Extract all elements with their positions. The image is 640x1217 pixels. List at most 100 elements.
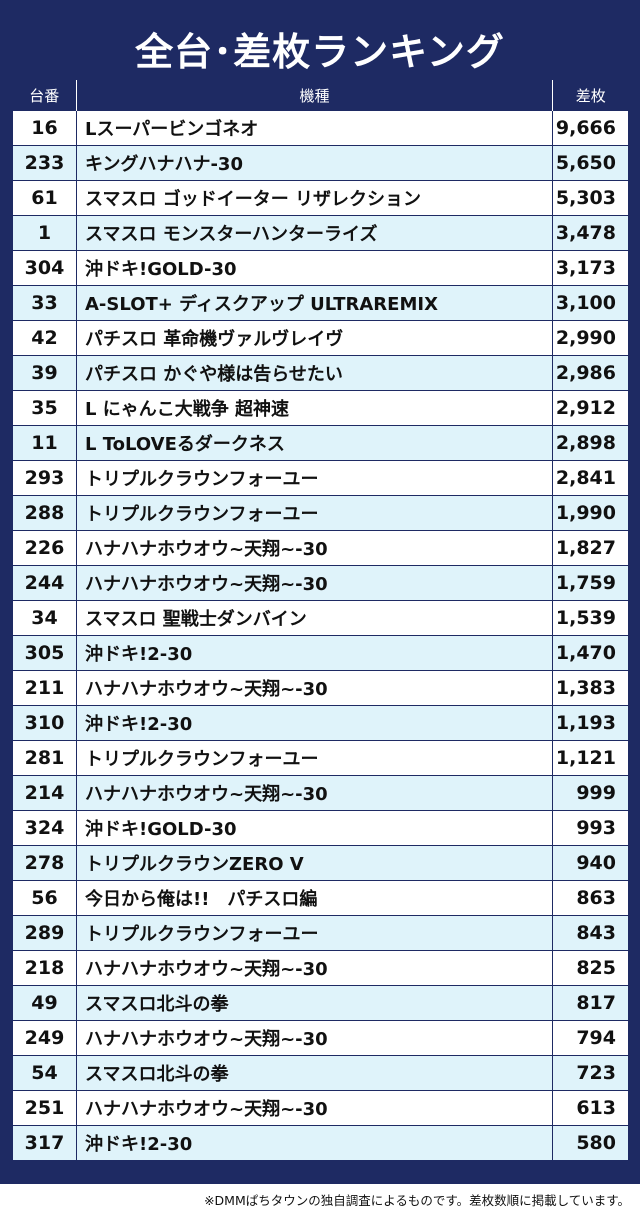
machine-number-cell: 56	[12, 880, 77, 916]
coin-difference-cell: 999	[552, 775, 629, 811]
machine-number-cell: 49	[12, 985, 77, 1021]
machine-name-cell: 沖ドキ!2-30	[76, 705, 553, 741]
coin-difference-cell: 5,303	[552, 180, 629, 216]
coin-difference-cell: 2,841	[552, 460, 629, 496]
table-row: 11 L ToLOVEるダークネス 2,898	[12, 425, 629, 461]
machine-name-cell: スマスロ ゴッドイーター リザレクション	[76, 180, 553, 216]
coin-difference-cell: 580	[552, 1125, 629, 1161]
machine-name-cell: 沖ドキ!2-30	[76, 1125, 553, 1161]
machine-name-cell: トリプルクラウンフォーユー	[76, 495, 553, 531]
header-machine-number: 台番	[12, 80, 77, 111]
machine-name-cell: ハナハナホウオウ~天翔~-30	[76, 1090, 553, 1126]
machine-name-cell: ハナハナホウオウ~天翔~-30	[76, 670, 553, 706]
machine-number-cell: 211	[12, 670, 77, 706]
coin-difference-cell: 1,759	[552, 565, 629, 601]
table-row: 35 L にゃんこ大戦争 超神速 2,912	[12, 390, 629, 426]
header-machine-name: 機種	[76, 80, 553, 111]
coin-difference-cell: 993	[552, 810, 629, 846]
table-row: 16 Lスーパービンゴネオ 9,666	[12, 110, 629, 146]
machine-number-cell: 310	[12, 705, 77, 741]
coin-difference-cell: 2,986	[552, 355, 629, 391]
coin-difference-cell: 1,470	[552, 635, 629, 671]
coin-difference-cell: 3,173	[552, 250, 629, 286]
machine-number-cell: 304	[12, 250, 77, 286]
machine-number-cell: 226	[12, 530, 77, 566]
table-row: 42 パチスロ 革命機ヴァルヴレイヴ 2,990	[12, 320, 629, 356]
coin-difference-cell: 1,990	[552, 495, 629, 531]
coin-difference-cell: 940	[552, 845, 629, 881]
machine-name-cell: A-SLOT+ ディスクアップ ULTRAREMIX	[76, 285, 553, 321]
table-row: 54 スマスロ北斗の拳 723	[12, 1055, 629, 1091]
machine-name-cell: ハナハナホウオウ~天翔~-30	[76, 530, 553, 566]
machine-name-cell: L ToLOVEるダークネス	[76, 425, 553, 461]
machine-name-cell: スマスロ北斗の拳	[76, 985, 553, 1021]
table-row: 310 沖ドキ!2-30 1,193	[12, 705, 629, 741]
machine-number-cell: 305	[12, 635, 77, 671]
coin-difference-cell: 843	[552, 915, 629, 951]
machine-number-cell: 16	[12, 110, 77, 146]
coin-difference-cell: 825	[552, 950, 629, 986]
coin-difference-cell: 723	[552, 1055, 629, 1091]
machine-number-cell: 39	[12, 355, 77, 391]
machine-name-cell: 沖ドキ!GOLD-30	[76, 250, 553, 286]
coin-difference-cell: 817	[552, 985, 629, 1021]
table-row: 289 トリプルクラウンフォーユー 843	[12, 915, 629, 951]
machine-number-cell: 61	[12, 180, 77, 216]
machine-number-cell: 1	[12, 215, 77, 251]
header-coin-difference: 差枚	[552, 80, 629, 111]
coin-difference-cell: 613	[552, 1090, 629, 1126]
machine-number-cell: 324	[12, 810, 77, 846]
table-row: 293 トリプルクラウンフォーユー 2,841	[12, 460, 629, 496]
machine-number-cell: 281	[12, 740, 77, 776]
machine-name-cell: 沖ドキ!2-30	[76, 635, 553, 671]
table-row: 251 ハナハナホウオウ~天翔~-30 613	[12, 1090, 629, 1126]
coin-difference-cell: 1,827	[552, 530, 629, 566]
table-row: 49 スマスロ北斗の拳 817	[12, 985, 629, 1021]
machine-number-cell: 35	[12, 390, 77, 426]
table-row: 304 沖ドキ!GOLD-30 3,173	[12, 250, 629, 286]
machine-name-cell: パチスロ かぐや様は告らせたい	[76, 355, 553, 391]
machine-name-cell: キングハナハナ-30	[76, 145, 553, 181]
header-row: 台番 機種 差枚	[12, 80, 629, 111]
machine-name-cell: ハナハナホウオウ~天翔~-30	[76, 950, 553, 986]
machine-name-cell: パチスロ 革命機ヴァルヴレイヴ	[76, 320, 553, 356]
machine-name-cell: トリプルクラウンフォーユー	[76, 460, 553, 496]
machine-name-cell: 沖ドキ!GOLD-30	[76, 810, 553, 846]
machine-name-cell: ハナハナホウオウ~天翔~-30	[76, 1020, 553, 1056]
machine-number-cell: 54	[12, 1055, 77, 1091]
machine-number-cell: 214	[12, 775, 77, 811]
table-row: 226 ハナハナホウオウ~天翔~-30 1,827	[12, 530, 629, 566]
table-row: 288 トリプルクラウンフォーユー 1,990	[12, 495, 629, 531]
page-title: 全台･差枚ランキング	[135, 29, 505, 74]
table-row: 324 沖ドキ!GOLD-30 993	[12, 810, 629, 846]
table-row: 56 今日から俺は!! パチスロ編 863	[12, 880, 629, 916]
table-row: 33 A-SLOT+ ディスクアップ ULTRAREMIX 3,100	[12, 285, 629, 321]
machine-name-cell: トリプルクラウンフォーユー	[76, 915, 553, 951]
machine-number-cell: 289	[12, 915, 77, 951]
table-row: 211 ハナハナホウオウ~天翔~-30 1,383	[12, 670, 629, 706]
table-row: 34 スマスロ 聖戦士ダンバイン 1,539	[12, 600, 629, 636]
coin-difference-cell: 1,383	[552, 670, 629, 706]
coin-difference-cell: 863	[552, 880, 629, 916]
ranking-panel: 全台･差枚ランキング 台番 機種 差枚 16 Lスーパービンゴネオ 9,666 233…	[0, 0, 640, 1184]
machine-number-cell: 11	[12, 425, 77, 461]
machine-number-cell: 293	[12, 460, 77, 496]
machine-number-cell: 317	[12, 1125, 77, 1161]
machine-name-cell: L にゃんこ大戦争 超神速	[76, 390, 553, 426]
coin-difference-cell: 2,898	[552, 425, 629, 461]
table-row: 214 ハナハナホウオウ~天翔~-30 999	[12, 775, 629, 811]
machine-name-cell: 今日から俺は!! パチスロ編	[76, 880, 553, 916]
machine-number-cell: 278	[12, 845, 77, 881]
machine-name-cell: ハナハナホウオウ~天翔~-30	[76, 565, 553, 601]
machine-number-cell: 218	[12, 950, 77, 986]
machine-name-cell: Lスーパービンゴネオ	[76, 110, 553, 146]
table-header: 台番 機種 差枚	[12, 80, 629, 111]
coin-difference-cell: 3,478	[552, 215, 629, 251]
coin-difference-cell: 2,912	[552, 390, 629, 426]
table-row: 218 ハナハナホウオウ~天翔~-30 825	[12, 950, 629, 986]
machine-name-cell: トリプルクラウンフォーユー	[76, 740, 553, 776]
table-row: 244 ハナハナホウオウ~天翔~-30 1,759	[12, 565, 629, 601]
coin-difference-cell: 794	[552, 1020, 629, 1056]
table-row: 39 パチスロ かぐや様は告らせたい 2,986	[12, 355, 629, 391]
machine-number-cell: 251	[12, 1090, 77, 1126]
